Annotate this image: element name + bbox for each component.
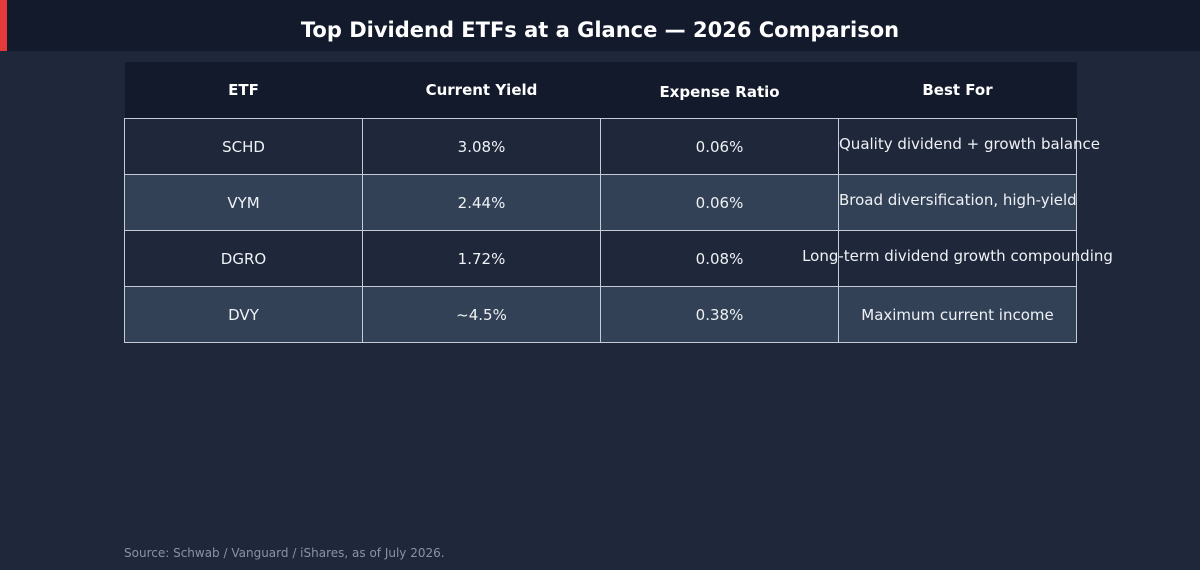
cell-best-for-text: Long-term dividend growth compounding [802,246,1113,265]
cell-etf: DGRO [124,230,363,287]
title-bar [0,0,1200,51]
cell-best-for: Broad diversification, high-yield [838,174,1077,231]
table-header-row: ETF Current Yield Expense Ratio Best For [124,62,1077,119]
cell-expense: 0.06% [600,174,839,231]
accent-stripe [0,0,7,51]
table-row: VYM 2.44% 0.06% Broad diversification, h… [124,174,1077,231]
cell-expense: 0.06% [600,118,839,175]
cell-yield: 3.08% [362,118,601,175]
cell-yield: 1.72% [362,230,601,287]
cell-best-for-text: Broad diversification, high-yield [839,190,1077,209]
cell-etf: VYM [124,174,363,231]
cell-expense: 0.38% [600,286,839,343]
table-row: DGRO 1.72% 0.08% Long-term dividend grow… [124,230,1113,287]
source-note: Source: Schwab / Vanguard / iShares, as … [124,546,445,560]
cell-yield: ~4.5% [362,286,601,343]
header-etf: ETF [124,62,363,119]
header-expense-ratio: Expense Ratio [600,62,839,119]
header-best-for: Best For [838,62,1077,119]
cell-best-for-text: Maximum current income [861,305,1054,324]
table-row: DVY ~4.5% 0.38% Maximum current income [124,286,1077,343]
header-current-yield: Current Yield [362,62,601,119]
cell-etf: DVY [124,286,363,343]
page-title: Top Dividend ETFs at a Glance — 2026 Com… [300,18,900,42]
etf-comparison-table: ETF Current Yield Expense Ratio Best For… [124,62,1113,343]
cell-best-for: Long-term dividend growth compounding [802,230,1113,287]
table-row: SCHD 3.08% 0.06% Quality dividend + grow… [124,118,1100,175]
cell-expense: 0.08% [600,230,839,287]
cell-yield: 2.44% [362,174,601,231]
cell-etf: SCHD [124,118,363,175]
cell-best-for: Quality dividend + growth balance [838,118,1100,175]
cell-best-for: Maximum current income [838,286,1077,343]
cell-best-for-text: Quality dividend + growth balance [839,134,1100,153]
